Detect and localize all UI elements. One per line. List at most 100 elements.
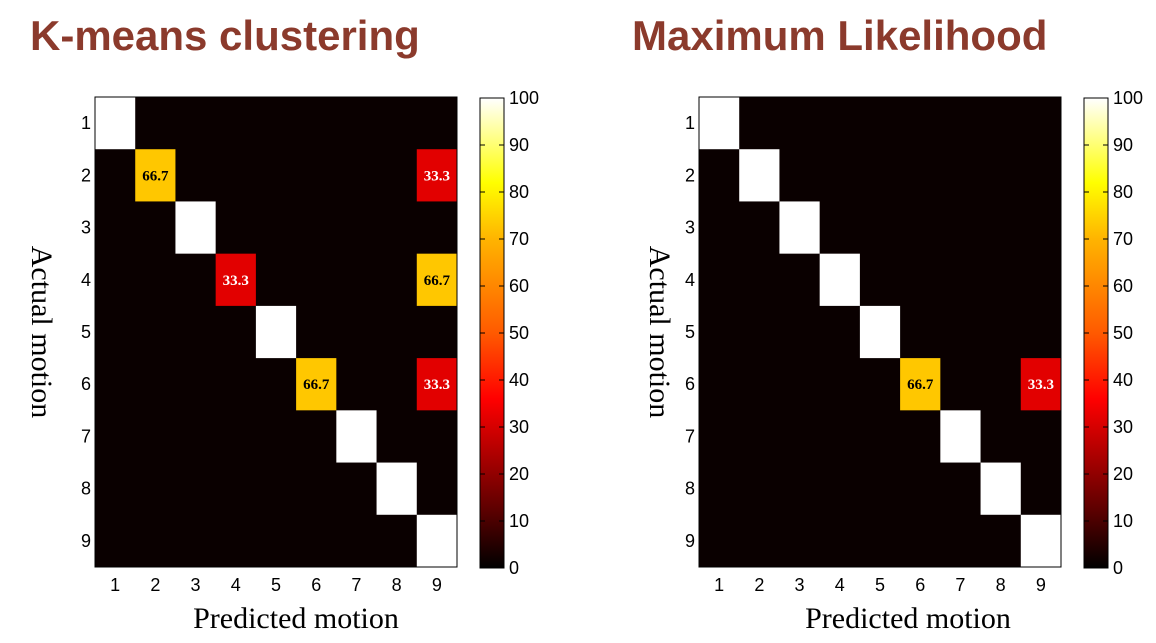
- cell-data-label: 33.3: [424, 168, 450, 184]
- heatmap-cell: [900, 358, 941, 411]
- colorbar-tick-label: 0: [1113, 558, 1123, 578]
- colorbar-tick-label: 10: [1113, 511, 1133, 531]
- x-tick-label: 5: [875, 575, 885, 595]
- x-tick-label: 8: [996, 575, 1006, 595]
- heatmap-cell: [819, 253, 860, 306]
- x-tick-label: 8: [392, 575, 402, 595]
- cell-data-label: 33.3: [424, 377, 450, 393]
- heatmap-cell: [95, 97, 136, 150]
- heatmap-cell: [739, 149, 780, 202]
- y-tick-label: 3: [81, 218, 91, 238]
- cell-data-label: 33.3: [223, 273, 249, 289]
- plot-frame: [698, 96, 1062, 568]
- x-tick-label: 4: [835, 575, 845, 595]
- plot-frame: [94, 96, 458, 568]
- y-tick-label: 6: [685, 374, 695, 394]
- x-tick-label: 6: [311, 575, 321, 595]
- x-axis-label: Predicted motion: [193, 602, 399, 635]
- cell-data-label: 66.7: [142, 168, 169, 184]
- colorbar-tick-label: 10: [509, 511, 529, 531]
- cell-data-label: 66.7: [303, 377, 330, 393]
- x-tick-label: 9: [432, 575, 442, 595]
- colorbar-tick-label: 60: [509, 276, 529, 296]
- colorbar-tick-label: 30: [1113, 417, 1133, 437]
- y-tick-label: 1: [81, 113, 91, 133]
- y-tick-label: 2: [81, 165, 91, 185]
- heatmap-cell: [980, 462, 1021, 515]
- y-tick-label: 1: [685, 113, 695, 133]
- heatmap-cell: [859, 305, 901, 359]
- cell-data-label: 33.3: [1028, 377, 1054, 393]
- colorbar-tick-label: 50: [1113, 323, 1133, 343]
- y-tick-label: 9: [81, 531, 91, 551]
- heatmap-cell: [135, 149, 176, 202]
- colorbar-tick-label: 30: [509, 417, 529, 437]
- x-tick-label: 3: [795, 575, 805, 595]
- x-axis-label: Predicted motion: [805, 602, 1011, 635]
- x-tick-label: 4: [231, 575, 241, 595]
- heatmap-cell: [779, 201, 820, 254]
- x-tick-label: 6: [915, 575, 925, 595]
- y-tick-label: 2: [685, 165, 695, 185]
- colorbar-tick-label: 50: [509, 323, 529, 343]
- heatmap-cell: [376, 462, 417, 515]
- y-tick-label: 3: [685, 218, 695, 238]
- chart-title: K-means clustering: [30, 12, 420, 59]
- y-tick-label: 7: [81, 426, 91, 446]
- y-axis-label: Actual motion: [25, 246, 58, 418]
- heatmap-cell: [296, 358, 337, 411]
- heatmap-cell: [416, 514, 457, 567]
- cell-data-label: 66.7: [907, 377, 934, 393]
- colorbar-tick-label: 90: [509, 135, 529, 155]
- y-axis-label: Actual motion: [643, 246, 676, 418]
- heatmap-cell: [215, 253, 256, 306]
- chart-kmeans: K-means clustering 66.7 33.3 33.3 66.7 66.7 3…: [25, 12, 539, 635]
- x-tick-label: 3: [191, 575, 201, 595]
- cell-data-label: 66.7: [424, 273, 451, 289]
- heatmap-cell: [1020, 514, 1061, 567]
- x-tick-label: 9: [1036, 575, 1046, 595]
- heatmap-cell: [940, 410, 981, 463]
- colorbar-tick-label: 40: [509, 370, 529, 390]
- x-tick-label: 2: [150, 575, 160, 595]
- y-tick-labels: 1 2 3 4 5 6 7 8 9: [81, 113, 91, 551]
- x-tick-label: 5: [271, 575, 281, 595]
- y-tick-label: 4: [81, 270, 91, 290]
- colorbar-tick-label: 100: [509, 88, 539, 108]
- colorbar-tick-labels: 0 10 20 30 40 50 60 70 80 90 100: [1084, 88, 1143, 578]
- heatmap-cell: [699, 97, 740, 150]
- colorbar-tick-label: 40: [1113, 370, 1133, 390]
- heatmap-cell: [416, 358, 457, 411]
- y-tick-label: 6: [81, 374, 91, 394]
- chart-maximum-likelihood: Maximum Likelihood 66.7 33.3 1 2 3 4 5 6 7 8 9 1 2…: [632, 12, 1143, 635]
- heatmap-cell: [175, 201, 216, 254]
- colorbar-tick-label: 80: [509, 182, 529, 202]
- heatmap-cells: 66.7 33.3: [698, 96, 1062, 568]
- x-tick-label: 7: [351, 575, 361, 595]
- colorbar-tick-label: 60: [1113, 276, 1133, 296]
- colorbar-tick-labels: 0 10 20 30 40 50 60 70 80 90 100: [480, 88, 539, 578]
- x-tick-label: 2: [754, 575, 764, 595]
- chart-title: Maximum Likelihood: [632, 12, 1047, 59]
- x-tick-label: 1: [714, 575, 724, 595]
- x-tick-labels: 1 2 3 4 5 6 7 8 9: [110, 575, 442, 595]
- y-tick-label: 7: [685, 426, 695, 446]
- y-tick-labels: 1 2 3 4 5 6 7 8 9: [685, 113, 695, 551]
- y-tick-label: 5: [685, 322, 695, 342]
- heatmap-cells: 66.7 33.3 33.3 66.7 66.7 33.3: [94, 96, 458, 568]
- heatmap-cell: [416, 149, 457, 202]
- colorbar-tick-label: 80: [1113, 182, 1133, 202]
- y-tick-label: 8: [685, 479, 695, 499]
- x-tick-labels: 1 2 3 4 5 6 7 8 9: [714, 575, 1046, 595]
- x-tick-label: 1: [110, 575, 120, 595]
- colorbar-tick-label: 90: [1113, 135, 1133, 155]
- y-tick-label: 5: [81, 322, 91, 342]
- colorbar-tick-label: 70: [1113, 229, 1133, 249]
- colorbar-tick-label: 70: [509, 229, 529, 249]
- colorbar-tick-label: 0: [509, 558, 519, 578]
- y-tick-label: 9: [685, 531, 695, 551]
- heatmap-cell: [336, 410, 377, 463]
- heatmap-cell: [416, 253, 457, 306]
- heatmap-cell: [255, 305, 297, 359]
